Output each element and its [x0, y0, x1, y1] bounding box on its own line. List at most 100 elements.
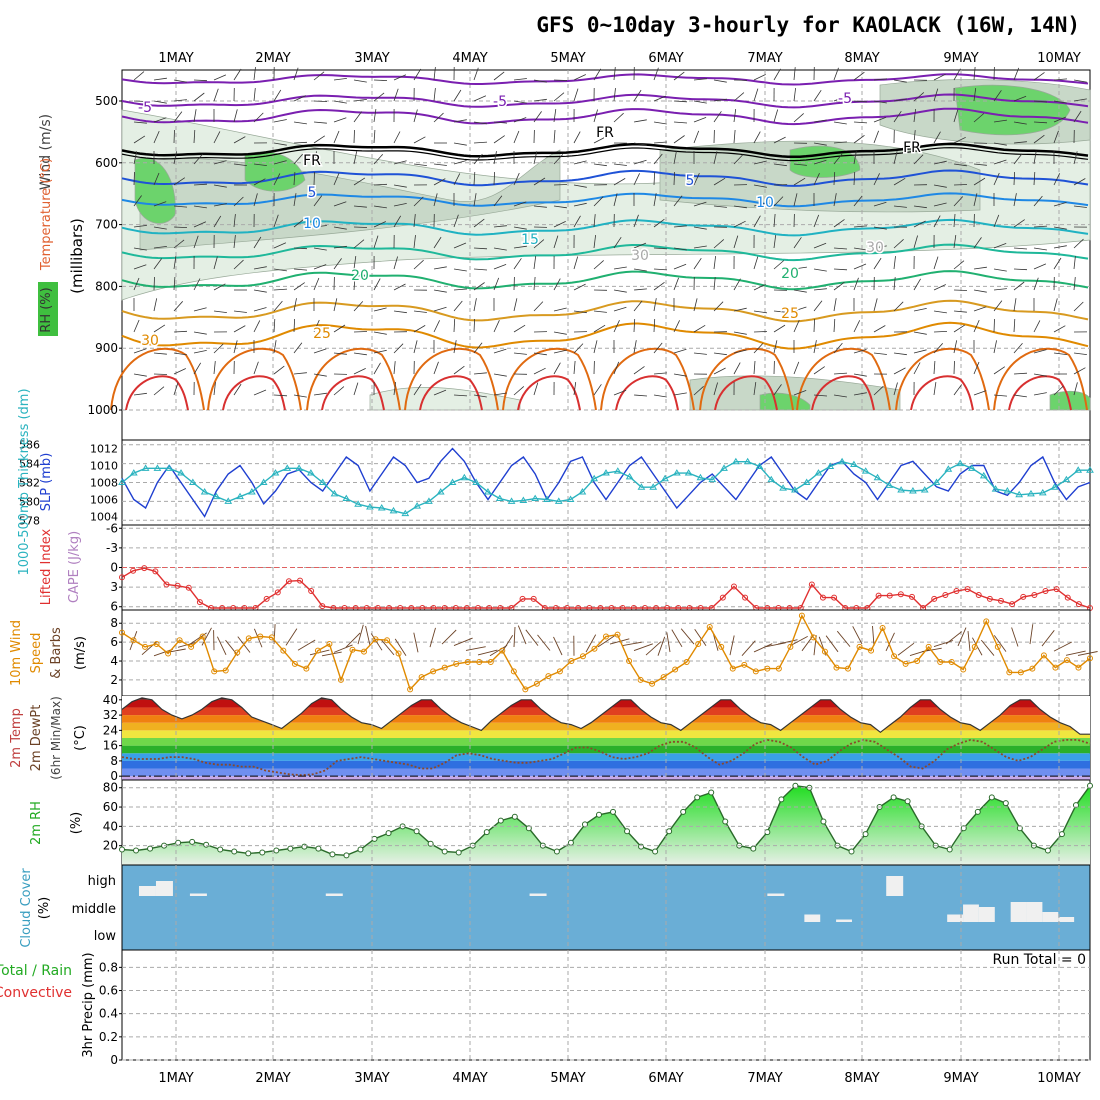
- wind10-speed-line-point: [545, 673, 552, 680]
- wind-barb: [733, 235, 739, 249]
- wind-barb: [1033, 72, 1045, 81]
- wind-barb: [693, 386, 704, 396]
- wind-barb: [693, 245, 707, 249]
- wind-barb: [1073, 277, 1076, 291]
- cloud-unit: (%): [37, 897, 52, 920]
- tick-label: 8: [110, 616, 118, 630]
- wind-barb: [393, 88, 399, 102]
- wind10-barb: [666, 632, 671, 653]
- wind-barb: [573, 360, 576, 375]
- wind-barb: [193, 109, 197, 123]
- thickness-line-point: [212, 492, 221, 500]
- wind-barb: [833, 67, 839, 81]
- thickness-line-point: [1050, 483, 1059, 490]
- wind-barb: [553, 184, 568, 186]
- contour-label: FR: [903, 140, 921, 156]
- rh-line-point: [820, 818, 827, 825]
- wind-barb: [413, 340, 418, 354]
- wind-barb: [133, 100, 148, 102]
- wind-barb: [493, 247, 507, 251]
- wind10-barb: [585, 634, 597, 653]
- wind-barb: [453, 142, 467, 146]
- wind10-barb: [825, 635, 839, 653]
- wind-barb: [533, 276, 536, 291]
- wind-barb: [493, 392, 507, 396]
- wind-barb: [973, 237, 982, 249]
- wind-barb: [213, 310, 227, 313]
- thickness-line-point: [177, 469, 185, 476]
- thickness-line-point: [224, 497, 233, 504]
- lifted-line-point: [130, 567, 137, 574]
- lifted-line-point: [285, 578, 292, 585]
- tick-label: 16: [103, 739, 118, 753]
- wind-barb: [993, 119, 1007, 123]
- wind-barb: [473, 171, 476, 186]
- wind-barb: [373, 109, 377, 123]
- contour-label: 5: [308, 185, 317, 201]
- wind-barb: [173, 129, 175, 144]
- wind-barb: [653, 318, 656, 333]
- top-date-label: 8MAY: [844, 51, 879, 66]
- wind-barb: [793, 163, 807, 166]
- wind-barb: [513, 201, 527, 207]
- wind-barb: [733, 205, 747, 209]
- wind-barb: [893, 205, 907, 208]
- wind-barb: [373, 129, 376, 144]
- wind10-barb: [365, 625, 371, 646]
- wind10-speed-line-point: [349, 646, 356, 653]
- wind10-barb: [777, 639, 798, 645]
- wind-barb: [573, 256, 579, 270]
- wind-barb: [533, 256, 537, 270]
- slp-tick: 1012: [90, 443, 118, 456]
- wind-barb: [433, 266, 447, 270]
- wind-barb: [813, 159, 827, 165]
- wind-barb: [513, 130, 520, 144]
- contour-label: 10: [303, 216, 321, 232]
- thickness-line-point: [519, 496, 528, 503]
- wind-barb: [273, 160, 287, 165]
- thickness-line-point: [637, 483, 646, 490]
- wind-barb: [813, 173, 820, 186]
- wind-barb: [453, 119, 467, 123]
- wind-barb: [573, 184, 587, 188]
- thickness-line-point: [1003, 487, 1012, 494]
- bottom-date-label: 1MAY: [158, 1071, 193, 1086]
- temperature-contour: [121, 243, 1089, 262]
- wind-barb: [973, 289, 987, 293]
- wind-barb: [673, 195, 683, 207]
- wind10-speed-line-point: [1029, 665, 1036, 672]
- wind-barb: [233, 68, 242, 81]
- bottom-date-label: 10MAY: [1037, 1071, 1081, 1086]
- wind10-speed-line-point: [337, 676, 344, 683]
- wind10-speed-line-point: [222, 667, 229, 674]
- wind10-speed-line-point: [130, 637, 137, 644]
- contour-label: 25: [781, 306, 799, 322]
- wind-barb: [993, 159, 1007, 165]
- wind-barb: [953, 324, 966, 333]
- wind-barb: [313, 348, 327, 354]
- wind10-barb: [621, 641, 642, 647]
- wind-barb: [1013, 67, 1020, 81]
- wind-barb: [533, 352, 547, 356]
- contour-label: 30: [141, 333, 159, 349]
- wind-barb: [793, 177, 806, 186]
- wind-barb: [173, 352, 187, 356]
- thickness-line-point: [531, 494, 540, 502]
- wind10-speed-line-point: [960, 666, 967, 673]
- tick-label: 40: [103, 819, 118, 833]
- wind10-barb: [380, 639, 395, 656]
- thickness-line-point: [897, 486, 906, 493]
- wind-barb: [453, 268, 467, 272]
- top-date-label: 2MAY: [255, 51, 290, 66]
- wind-barb: [873, 226, 887, 230]
- wind-barb: [913, 349, 927, 354]
- wind-barb: [273, 300, 283, 312]
- wind-barb: [253, 178, 266, 186]
- wind-barb: [213, 160, 227, 165]
- wind-barb: [753, 343, 764, 354]
- wind-barb: [513, 117, 527, 123]
- wind-barb: [133, 264, 147, 270]
- wind-barb: [233, 163, 247, 166]
- wind-barb: [813, 318, 815, 333]
- slp-tick: 1010: [90, 460, 118, 473]
